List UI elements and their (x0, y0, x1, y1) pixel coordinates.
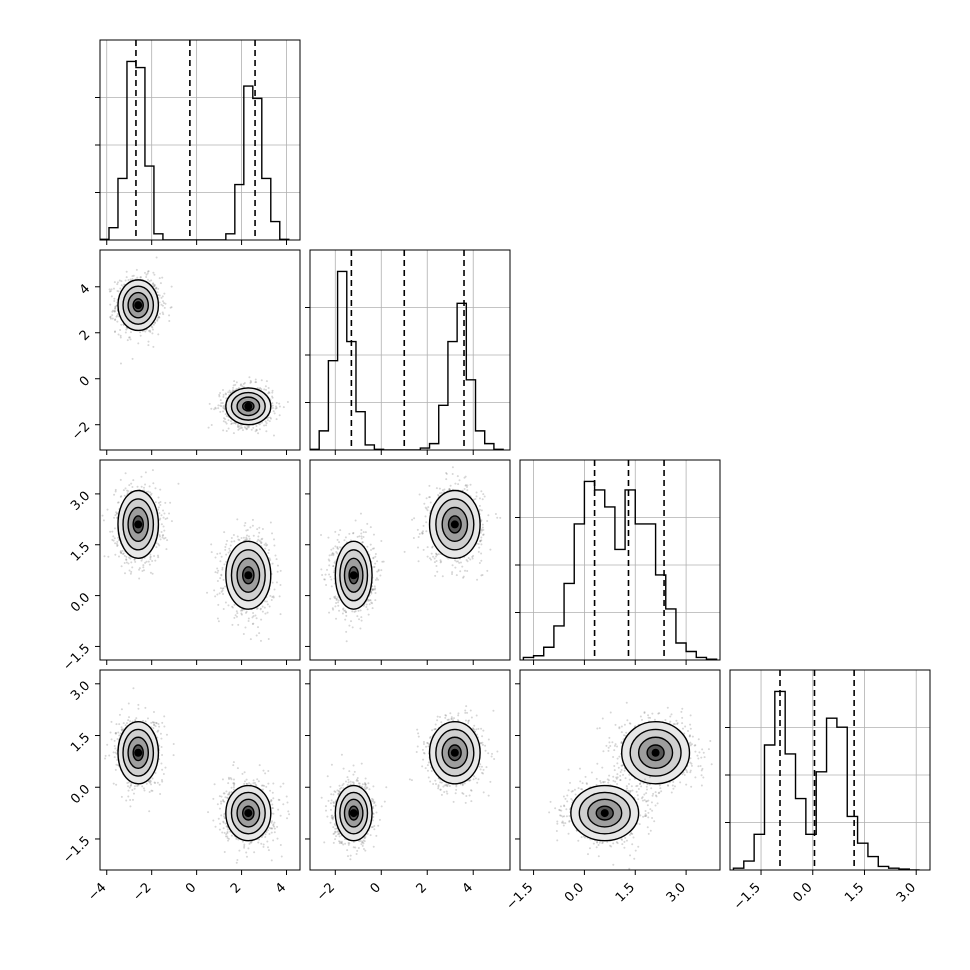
x-tick-label: −1.5 (731, 880, 764, 913)
y-tick-label: 2 (77, 327, 93, 343)
y-tick-label: −1.5 (60, 834, 93, 867)
density-peak (600, 809, 609, 818)
histogram-panel-0 (95, 39, 301, 245)
x-tick-label: 3.0 (894, 880, 919, 905)
histogram-step (100, 60, 290, 240)
y-tick-label: −1.5 (60, 641, 93, 674)
x-tick-label: −2 (314, 880, 338, 904)
y-tick-label: −2 (69, 419, 93, 443)
density-peak (134, 520, 143, 529)
scatter-points (548, 701, 713, 870)
scatter-points (101, 469, 282, 642)
y-tick-label: 0.0 (68, 782, 93, 807)
panel-frame (99, 249, 301, 451)
x-tick-label: 2 (228, 880, 244, 896)
x-tick-label: −4 (85, 880, 109, 904)
panel-frame (309, 249, 511, 451)
scatter-panel-2-0: −1.5 0.0 1.5 3.0 (60, 459, 301, 674)
x-tick-label: 4 (460, 880, 476, 896)
scatter-panel-3-2: −1.5 0.0 1.5 3.0 (503, 669, 721, 913)
panel-frame (309, 459, 511, 661)
y-tick-label: 1.5 (68, 539, 93, 564)
x-tick-label: 1.5 (613, 880, 638, 905)
x-tick-label: 0 (183, 880, 199, 896)
density-peak (244, 402, 253, 411)
density-peak (134, 301, 143, 310)
density-peak (244, 809, 253, 818)
x-tick-label: 0.0 (790, 880, 815, 905)
x-tick-label: 0.0 (562, 880, 587, 905)
y-tick-label: 0 (77, 373, 93, 389)
scatter-panel-1-0: −2 0 2 4 (69, 249, 301, 455)
scatter-points (108, 256, 289, 437)
panel-frame (519, 459, 721, 661)
density-peak (244, 571, 253, 580)
x-tick-label: 1.5 (842, 880, 867, 905)
density-peak (134, 748, 143, 757)
density-peak (450, 520, 459, 529)
y-tick-label: 3.0 (68, 678, 93, 703)
scatter-points (320, 705, 499, 861)
density-peak (450, 748, 459, 757)
x-tick-label: −2 (130, 880, 154, 904)
x-tick-label: −1.5 (503, 880, 536, 913)
x-tick-label: 4 (273, 880, 289, 896)
x-tick-label: 2 (414, 880, 430, 896)
scatter-panel-3-0: −4 −2 0 2 4 −1.5 0.0 1.5 3.0 (60, 669, 301, 904)
panel-frame (729, 669, 931, 871)
panel-frame (309, 669, 511, 871)
density-peak (349, 571, 358, 580)
histogram-panel-1 (305, 249, 511, 455)
y-tick-label: 1.5 (68, 730, 93, 755)
histogram-step (732, 690, 920, 870)
scatter-panel-3-1: −2 0 2 4 (305, 669, 511, 904)
panel-frame (519, 669, 721, 871)
scatter-points (104, 687, 291, 864)
y-tick-label: 3.0 (68, 489, 93, 514)
panel-frame (99, 39, 301, 241)
y-tick-label: 4 (77, 281, 93, 297)
scatter-panel-2-1 (305, 459, 511, 665)
histogram-panel-2 (515, 459, 721, 665)
scatter-points (320, 466, 502, 643)
histogram-step (310, 270, 504, 450)
panel-frame (99, 669, 301, 871)
histogram-step (522, 480, 718, 660)
panel-frame (99, 459, 301, 661)
histogram-panel-3: −1.5 0.0 1.5 3.0 (725, 669, 931, 913)
density-peak (651, 748, 660, 757)
y-tick-label: 0.0 (68, 590, 93, 615)
density-peak (349, 809, 358, 818)
x-tick-label: 3.0 (664, 880, 689, 905)
x-tick-label: 0 (368, 880, 384, 896)
